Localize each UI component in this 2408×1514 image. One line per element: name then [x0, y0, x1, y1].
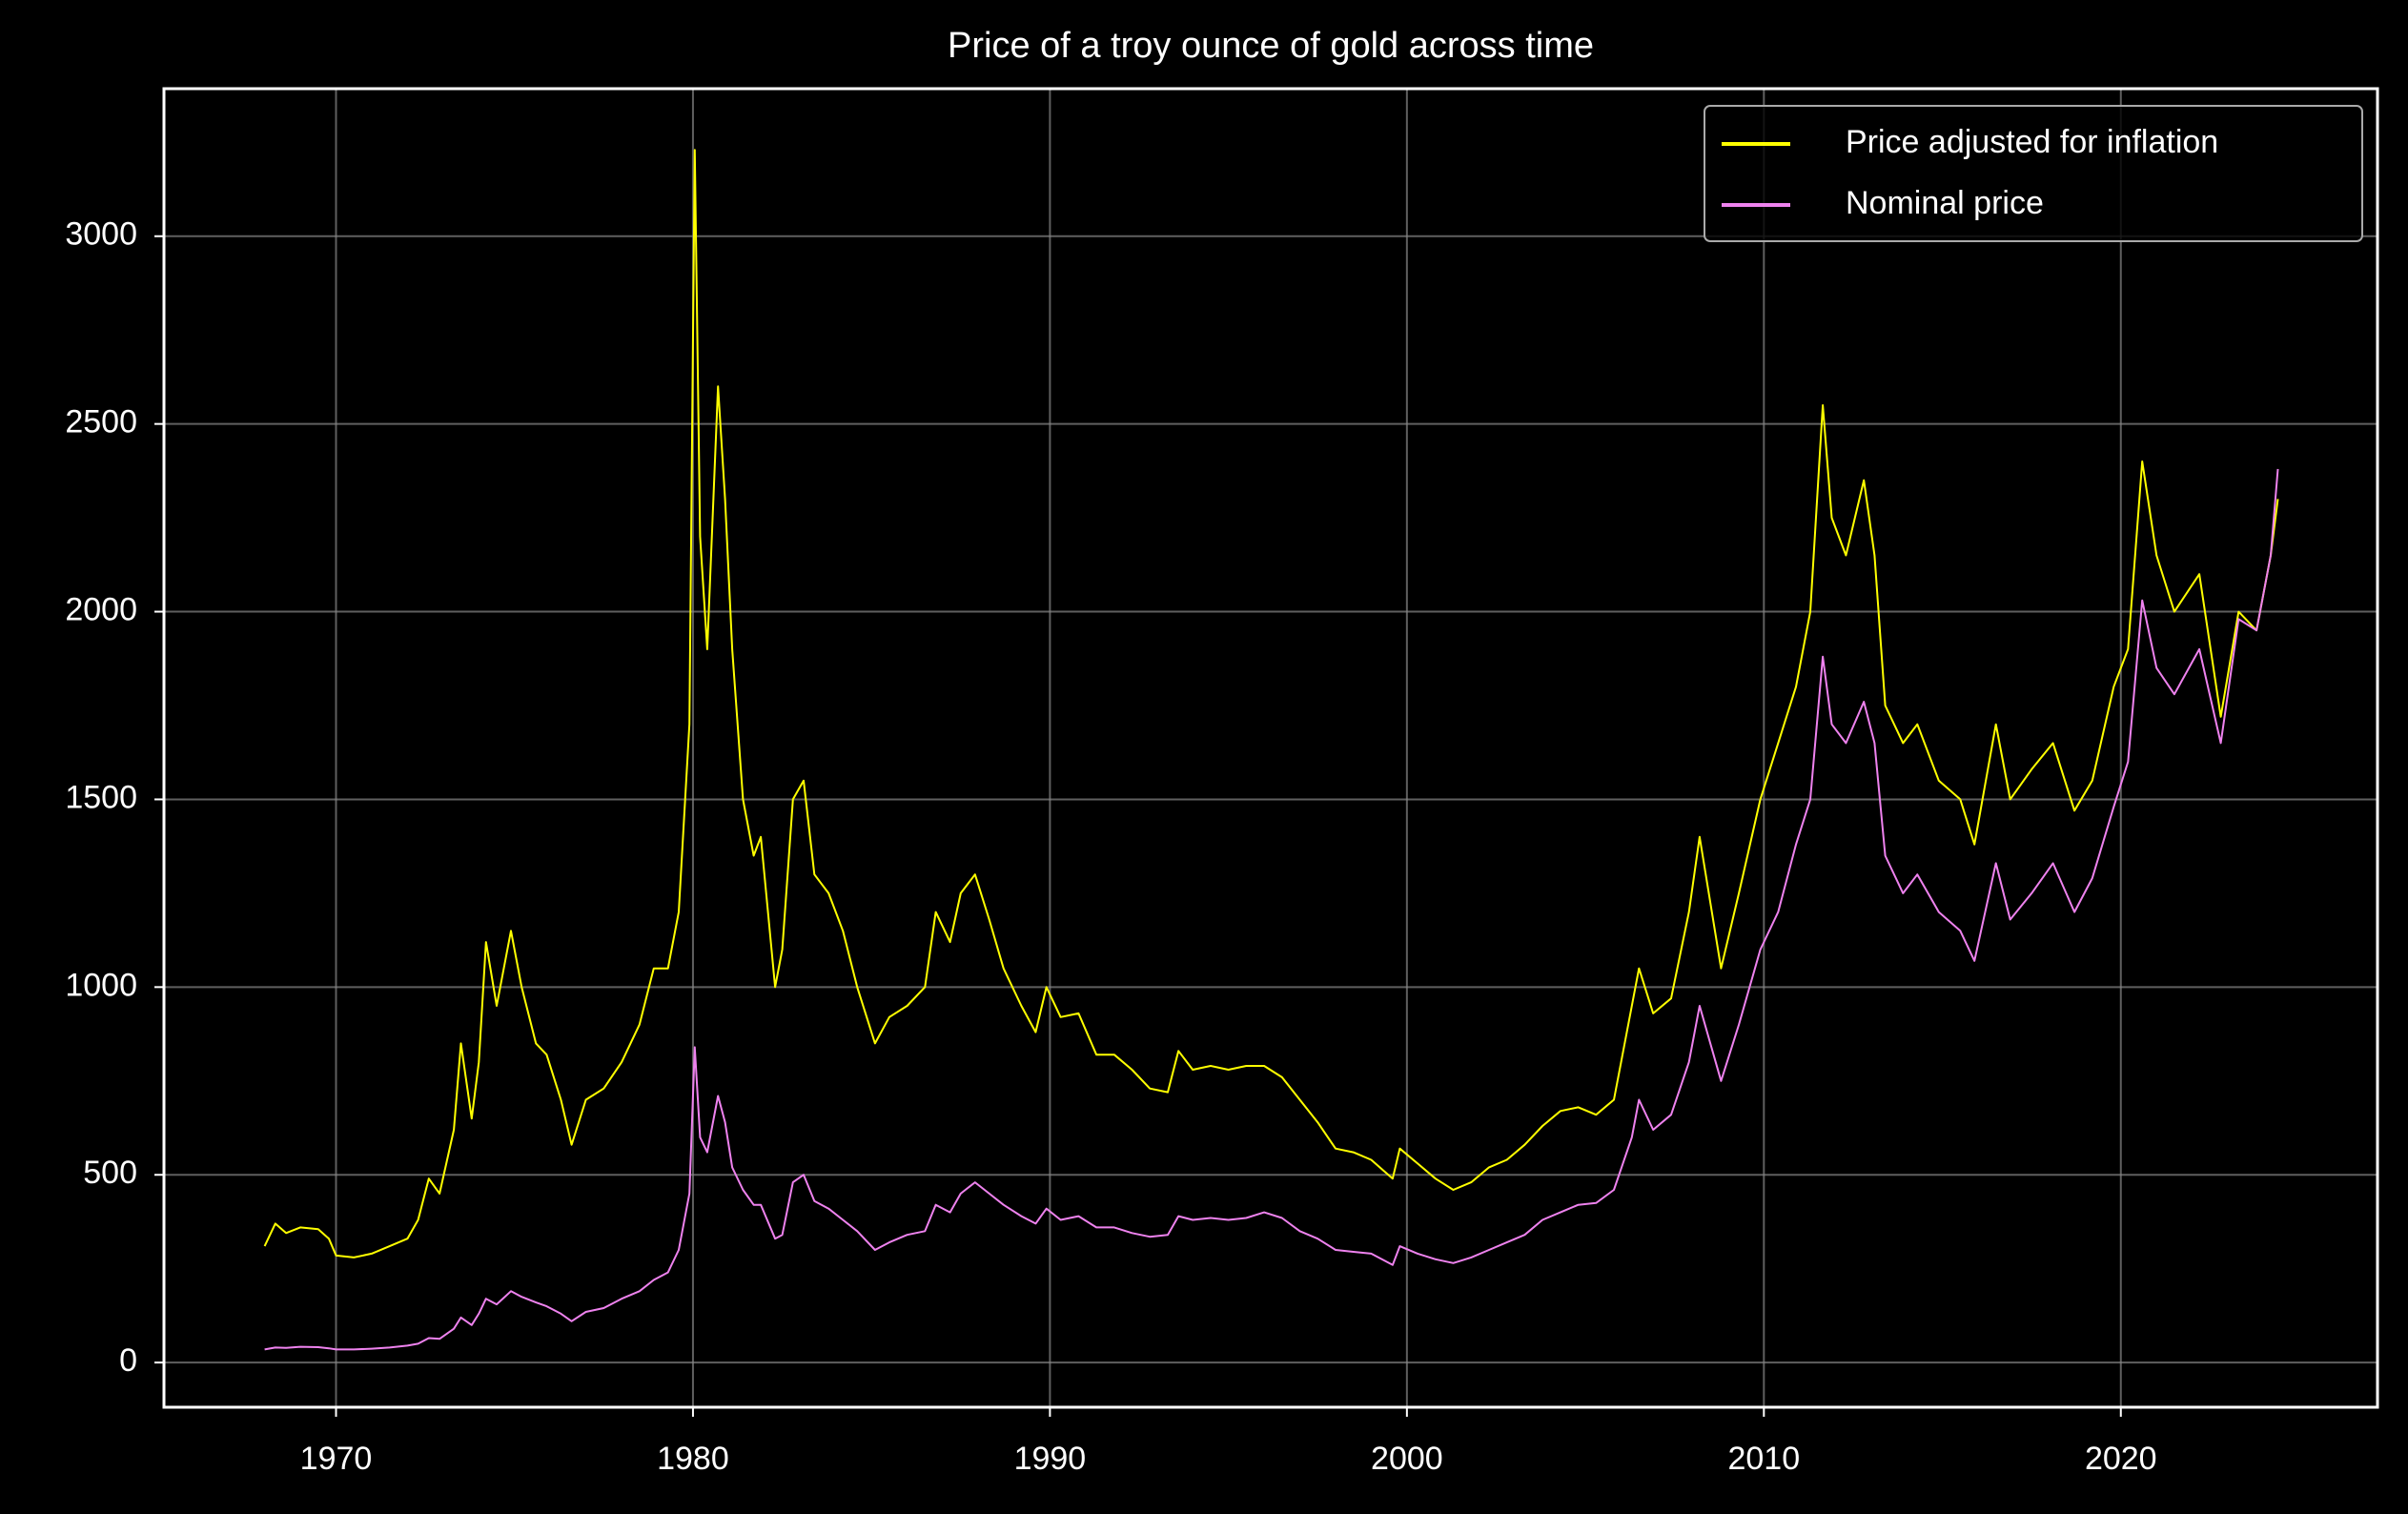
x-tick-label: 2000 — [1371, 1441, 1443, 1477]
y-tick-label: 1000 — [65, 967, 137, 1003]
x-tick-label: 2010 — [1727, 1441, 1800, 1477]
line-series — [264, 468, 2279, 1351]
x-tick-label: 1990 — [1014, 1441, 1087, 1477]
y-tick-label: 500 — [83, 1155, 137, 1191]
x-tick-label: 1980 — [657, 1441, 729, 1477]
y-tick-label: 2500 — [65, 404, 137, 440]
y-tick-label: 0 — [119, 1342, 137, 1379]
chart-title: Price of a troy ounce of gold across tim… — [948, 26, 1594, 66]
legend-box — [1704, 105, 2363, 242]
x-tick-label: 1970 — [300, 1441, 373, 1477]
legend-label: Nominal price — [1846, 185, 2044, 221]
line-series — [263, 149, 2279, 1258]
y-tick-label: 2000 — [65, 592, 137, 628]
legend-label: Price adjusted for inflation — [1846, 124, 2218, 160]
y-tick-label: 3000 — [65, 216, 137, 253]
x-tick-label: 2020 — [2085, 1441, 2157, 1477]
y-tick-label: 1500 — [65, 779, 137, 815]
plot-frame — [162, 87, 2379, 1409]
